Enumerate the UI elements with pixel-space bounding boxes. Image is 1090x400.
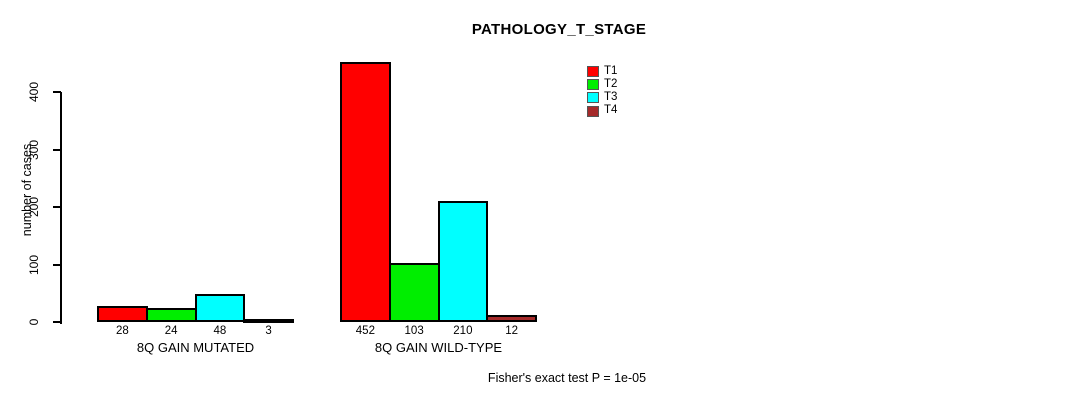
y-axis-tick	[53, 321, 61, 323]
legend-label: T4	[604, 104, 618, 117]
bar-8q-gain-wild-type-t1	[340, 62, 391, 322]
bar-value-label: 3	[265, 325, 272, 337]
y-axis-tick-label: 100	[27, 254, 41, 275]
bar-8q-gain-mutated-t4	[243, 319, 294, 323]
bar-8q-gain-wild-type-t3	[437, 201, 489, 322]
y-axis-tick	[53, 206, 61, 208]
y-axis-tick	[53, 91, 61, 93]
legend-swatch-t2-icon	[587, 79, 599, 91]
y-axis-tick-label: 200	[27, 196, 41, 218]
y-axis-line	[60, 92, 62, 324]
legend: T1 T2 T3 T4	[587, 65, 617, 118]
bar-8q-gain-wild-type-t2	[388, 262, 440, 322]
legend-item-t3: T3	[587, 91, 617, 104]
legend-swatch-t1-icon	[587, 66, 599, 78]
bar-value-label: 28	[115, 325, 129, 337]
bar-8q-gain-mutated-t1	[97, 305, 148, 322]
y-axis-tick-label: 300	[27, 139, 41, 160]
group-label: 8Q GAIN WILD-TYPE	[374, 340, 503, 355]
group-label: 8Q GAIN MUTATED	[136, 340, 255, 355]
y-axis-tick	[53, 148, 61, 151]
bar-8q-gain-mutated-t2	[145, 308, 197, 322]
y-axis-tick	[53, 263, 61, 266]
legend-item-t1: T1	[587, 65, 617, 78]
legend-item-t2: T2	[587, 78, 617, 91]
stat-test-footnote: Fisher's exact test P = 1e-05	[487, 371, 647, 385]
y-axis-tick-label: 0	[27, 318, 41, 326]
bar-value-label: 12	[505, 325, 519, 337]
chart-title: PATHOLOGY_T_STAGE	[471, 21, 647, 38]
legend-label: T3	[604, 91, 618, 104]
bar-value-label: 103	[404, 325, 424, 337]
legend-item-t4: T4	[587, 105, 617, 118]
bar-value-label: 24	[164, 325, 178, 337]
legend-label: T1	[604, 64, 618, 77]
bar-8q-gain-wild-type-t4	[486, 315, 537, 322]
legend-swatch-t4-icon	[587, 105, 599, 117]
bar-value-label: 210	[453, 325, 473, 337]
bar-value-label: 48	[213, 325, 227, 337]
bar-value-label: 452	[355, 325, 375, 337]
bar-8q-gain-mutated-t3	[194, 294, 246, 322]
y-axis-tick-label: 400	[27, 81, 41, 103]
legend-swatch-t3-icon	[587, 92, 599, 104]
legend-label: T2	[604, 78, 618, 91]
